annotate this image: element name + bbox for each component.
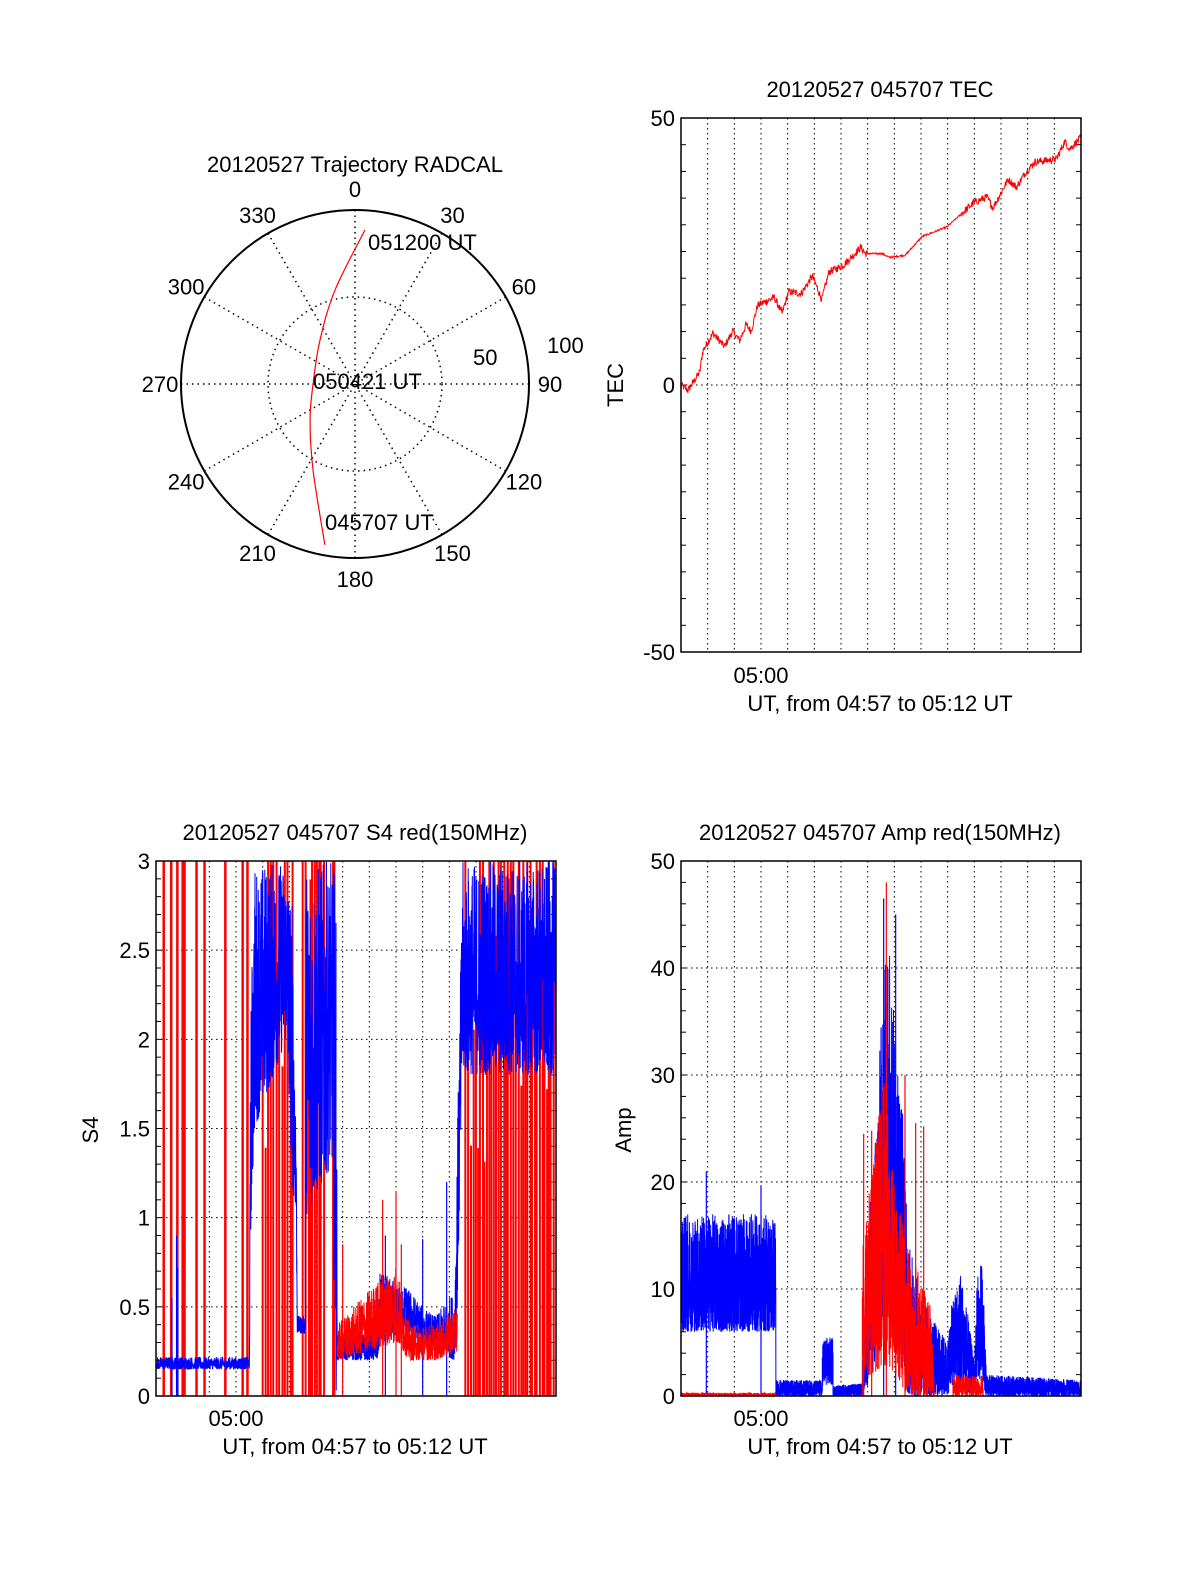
tec-ylabel: TEC	[603, 363, 628, 407]
plot-frame	[155, 860, 557, 1397]
s4-red-series	[336, 1268, 458, 1362]
trajectory-start-label: 045707 UT	[325, 510, 434, 535]
y-tick-label: 50	[651, 106, 675, 131]
tec-series-line	[680, 133, 1082, 394]
y-tick-label: 2	[138, 1027, 150, 1052]
polar-angle-label: 0	[349, 177, 361, 202]
trajectory-mid-label: 050421 UT	[313, 369, 422, 394]
polar-angle-label: 330	[239, 203, 276, 228]
s4-blue-series	[155, 861, 557, 1391]
trajectory-line	[309, 229, 366, 546]
y-tick-label: 20	[651, 1170, 675, 1195]
plot-area	[155, 861, 557, 1396]
amp-plot: 20120527 045707 Amp red(150MHz) Amp 05:0…	[611, 820, 1082, 1459]
grid-lines	[681, 117, 1081, 653]
amp-ylabel: Amp	[611, 1107, 636, 1152]
polar-angle-label: 120	[506, 470, 543, 495]
y-tick-label: 0	[663, 373, 675, 398]
trajectory-end-label: 051200 UT	[368, 230, 477, 255]
polar-angle-label: 300	[168, 275, 205, 300]
polar-angle-label: 60	[512, 275, 536, 300]
y-tick-label: 2.5	[119, 938, 150, 963]
polar-grid	[180, 209, 530, 559]
polar-angle-label: 150	[434, 541, 471, 566]
y-tick-label: 0.5	[119, 1295, 150, 1320]
plot-area	[680, 882, 1082, 1398]
polar-angle-label: 270	[142, 372, 179, 397]
plot-frame	[680, 860, 1082, 1397]
polar-angle-label: 210	[239, 541, 276, 566]
y-tick-label: 1	[138, 1206, 150, 1231]
y-tick-label: 0	[138, 1384, 150, 1409]
s4-plot: 20120527 045707 S4 red(150MHz) S4 05:00 …	[78, 820, 557, 1459]
polar-angle-label: 180	[337, 567, 374, 592]
polar-trajectory-plot: 20120527 Trajectory RADCAL 0 30 60 90 120 150…	[142, 152, 584, 592]
amp-xlabel: UT, from 04:57 to 05:12 UT	[747, 1434, 1012, 1459]
y-tick-label: 1.5	[119, 1117, 150, 1142]
y-tick-label: 40	[651, 956, 675, 981]
polar-title: 20120527 Trajectory RADCAL	[207, 152, 503, 177]
tec-title: 20120527 045707 TEC	[766, 77, 993, 102]
tec-xtick-0500: 05:00	[733, 663, 788, 688]
y-tick-label: 3	[138, 849, 150, 874]
s4-xlabel: UT, from 04:57 to 05:12 UT	[222, 1434, 487, 1459]
tec-plot: 20120527 045707 TEC TEC 05:00 UT, from 0…	[603, 77, 1082, 716]
radial-label-50: 50	[473, 345, 497, 370]
polar-angle-label: 90	[538, 372, 562, 397]
tec-xlabel: UT, from 04:57 to 05:12 UT	[747, 691, 1012, 716]
polar-angle-label: 30	[440, 203, 464, 228]
polar-inner-circle	[267, 296, 443, 472]
y-tick-label: 0	[663, 1384, 675, 1409]
y-tick-label: 50	[651, 849, 675, 874]
plot-area	[680, 133, 1082, 394]
amp-xtick-0500: 05:00	[733, 1406, 788, 1431]
radial-label-100: 100	[547, 333, 584, 358]
polar-angle-label: 240	[168, 470, 205, 495]
s4-ylabel: S4	[78, 1117, 103, 1144]
amp-title: 20120527 045707 Amp red(150MHz)	[699, 820, 1061, 845]
y-tick-label: -50	[643, 640, 675, 665]
polar-angle-labels: 0 30 60 90 120 150 180 210 240 270 300 330	[142, 177, 563, 592]
y-tick-label: 30	[651, 1063, 675, 1088]
s4-title: 20120527 045707 S4 red(150MHz)	[183, 820, 528, 845]
plot-frame	[680, 117, 1082, 653]
y-tick-label: 10	[651, 1277, 675, 1302]
s4-xtick-0500: 05:00	[208, 1406, 263, 1431]
